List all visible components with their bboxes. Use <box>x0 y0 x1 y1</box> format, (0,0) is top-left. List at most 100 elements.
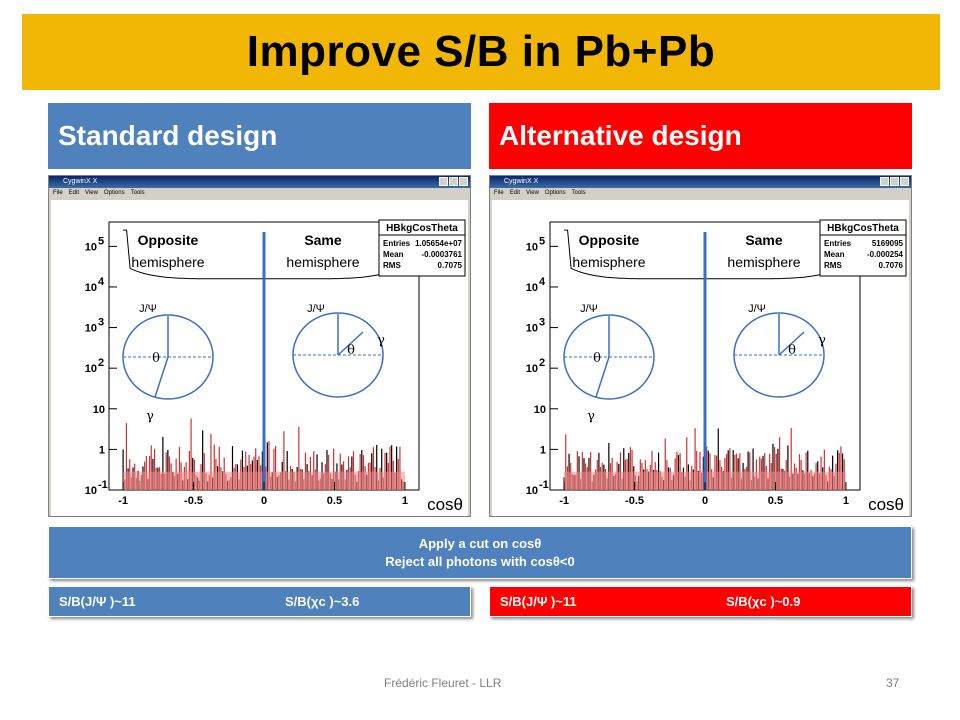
menu-edit[interactable]: Edit <box>68 190 80 196</box>
jpsi-label: J/Ψ <box>580 303 598 315</box>
x-tick-label: 0 <box>702 495 708 507</box>
stats-key: Mean <box>383 250 404 259</box>
y-tick-label: 10 <box>85 241 97 253</box>
stats-value: 0.7075 <box>438 261 463 270</box>
gamma-symbol: γ <box>587 409 595 424</box>
close-icon[interactable] <box>900 177 909 186</box>
x-tick-label: 1 <box>402 495 408 507</box>
y-tick-label: 10 <box>93 404 105 416</box>
same-hemisphere-label: Same <box>745 232 783 248</box>
y-tick-label: 10 <box>85 363 97 375</box>
x-tick-label: -0.5 <box>184 495 203 507</box>
theta-symbol: θ <box>593 351 601 366</box>
standard-design-header: Standard design <box>48 103 471 169</box>
maximize-icon[interactable] <box>890 177 899 186</box>
theta-symbol: θ <box>347 343 355 358</box>
stats-title: HBkgCosTheta <box>386 223 458 234</box>
y-tick-exponent: 4 <box>98 276 105 288</box>
histogram-plot: 10 -1 1 10 10 2 10 3 10 4 10 5 -1 -0.5 0 0.5 1 HBkgCosThe… <box>51 200 468 516</box>
window-title: CygwinX X <box>63 178 98 185</box>
slide-number: 37 <box>886 676 900 690</box>
y-tick-label: 10 <box>526 323 538 335</box>
gamma-symbol: γ <box>146 409 154 424</box>
menu-edit[interactable]: Edit <box>509 190 521 196</box>
same-hemisphere-label: Same <box>304 232 342 248</box>
stats-key: Mean <box>824 250 845 259</box>
minimize-icon[interactable] <box>880 177 889 186</box>
y-tick-exponent: 3 <box>539 317 545 329</box>
menu-file[interactable]: File <box>494 190 504 196</box>
stats-value: -0.0003761 <box>422 250 463 259</box>
minimize-icon[interactable] <box>439 177 448 186</box>
y-tick-label: 10 <box>526 485 538 497</box>
gamma-arrow <box>154 356 169 398</box>
y-tick-label: 10 <box>526 282 538 294</box>
y-tick-label: 10 <box>85 323 97 335</box>
standard-plot-window: CygwinX X File Edit View Options Tools 10 -1 1… <box>48 175 471 517</box>
y-tick-exponent: -1 <box>98 479 108 491</box>
theta-symbol: θ <box>152 351 160 366</box>
x-axis-label: cosθ <box>868 495 904 514</box>
stats-box-frame <box>819 219 907 277</box>
jpsi-label: J/Ψ <box>748 303 766 315</box>
maximize-icon[interactable] <box>449 177 458 186</box>
x-tick-label: 1 <box>843 495 849 507</box>
window-title: CygwinX X <box>504 178 539 185</box>
menu-tools[interactable]: Tools <box>130 190 145 196</box>
footer-author: Frédéric Fleuret - LLR <box>384 676 502 690</box>
x-tick-label: -1 <box>118 495 128 507</box>
opposite-hemisphere-diagram: J/Ψ θ γ <box>122 303 214 424</box>
stats-value: 0.7076 <box>879 261 904 270</box>
jpsi-label: J/Ψ <box>139 303 157 315</box>
slide-title: Improve S/B in Pb+Pb <box>246 27 716 76</box>
stats-key: RMS <box>383 261 401 270</box>
y-tick-label: 10 <box>526 363 538 375</box>
opposite-hemisphere-label: Opposite <box>579 232 640 248</box>
window-menu: File Edit View Options Tools <box>49 188 470 198</box>
y-tick-exponent: 5 <box>539 235 545 247</box>
standard-sb-box: S/B(J/Ψ )~11 S/B(χc )~3.6 <box>48 586 471 617</box>
menu-view[interactable]: View <box>85 190 98 196</box>
y-tick-label: 10 <box>526 241 538 253</box>
opposite-hemisphere-diagram: J/Ψ θ γ <box>563 303 655 424</box>
histogram-plot: 10 -1 1 10 10 2 10 3 10 4 10 5 -1 -0.5 0 0.5 1 HBkgCosThe… <box>492 200 909 516</box>
stats-value: 1.05654e+07 <box>415 239 462 248</box>
cut-description-box: Apply a cut on cosθ Reject all photons w… <box>48 526 912 579</box>
alternative-design-header: Alternative design <box>489 103 912 169</box>
window-titlebar: CygwinX X <box>49 176 470 188</box>
menu-options[interactable]: Options <box>544 190 566 196</box>
y-tick-exponent: 4 <box>539 276 546 288</box>
y-tick-label: 10 <box>534 404 546 416</box>
sb-jpsi: S/B(J/Ψ )~11 <box>500 594 577 609</box>
menu-file[interactable]: File <box>53 190 63 196</box>
stats-box-frame <box>378 219 466 277</box>
y-tick-exponent: 2 <box>98 357 104 369</box>
y-tick-exponent: 2 <box>539 357 545 369</box>
close-icon[interactable] <box>459 177 468 186</box>
menu-tools[interactable]: Tools <box>571 190 586 196</box>
stats-box: HBkgCosTheta Entries 5169095 Mean -0.000254 R… <box>819 219 907 277</box>
gamma-arrow <box>595 356 610 398</box>
y-tick-exponent: 5 <box>98 235 104 247</box>
jpsi-label: J/Ψ <box>307 303 325 315</box>
x-axis-label: cosθ <box>427 495 463 514</box>
gamma-symbol: γ <box>377 333 385 348</box>
title-bar: Improve S/B in Pb+Pb <box>22 14 940 90</box>
theta-symbol: θ <box>788 343 796 358</box>
menu-view[interactable]: View <box>526 190 539 196</box>
x-tick-label: 0.5 <box>768 495 783 507</box>
y-tick-label: 10 <box>85 282 97 294</box>
opposite-hemisphere-label: Opposite <box>138 232 199 248</box>
x-tick-label: -0.5 <box>625 495 644 507</box>
opposite-hemisphere-label-2: hemisphere <box>131 254 204 270</box>
gamma-arrow <box>337 331 364 356</box>
y-tick-label: 1 <box>99 444 105 456</box>
stats-title: HBkgCosTheta <box>827 223 899 234</box>
window-menu: File Edit View Options Tools <box>490 188 911 198</box>
stats-value: -0.000254 <box>867 250 904 259</box>
y-tick-exponent: -1 <box>539 479 549 491</box>
stats-box: HBkgCosTheta Entries 1.05654e+07 Mean -0.000… <box>378 219 466 277</box>
x-tick-label: 0 <box>261 495 267 507</box>
menu-options[interactable]: Options <box>103 190 125 196</box>
same-hemisphere-diagram: J/Ψ θ γ <box>292 303 385 398</box>
